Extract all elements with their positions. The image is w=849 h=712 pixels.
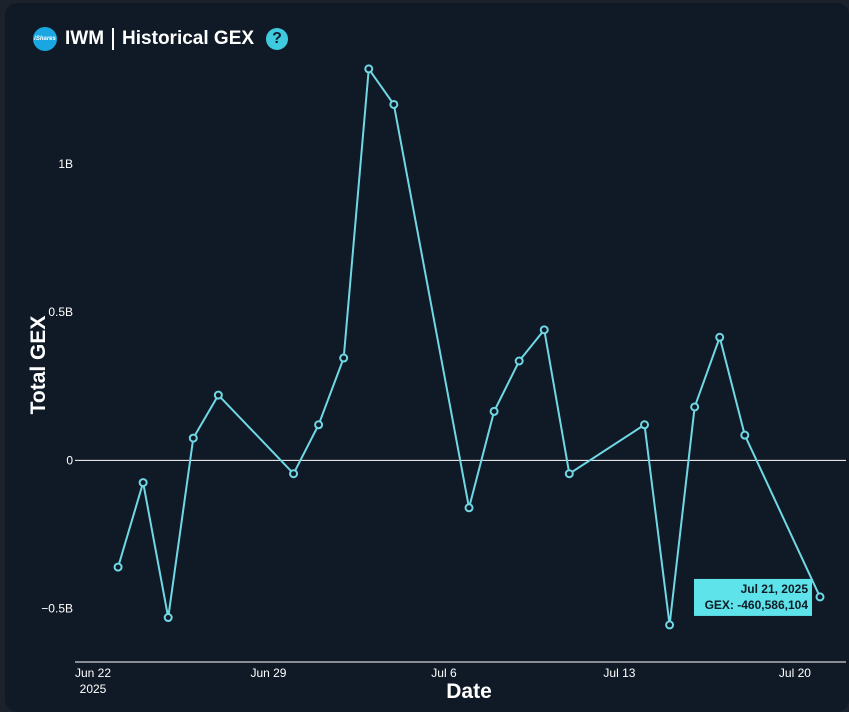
gex-series-line [117, 66, 821, 626]
tooltip-value: GEX: -460,586,104 [705, 598, 809, 612]
data-point[interactable] [213, 390, 223, 400]
title-separator [112, 28, 115, 50]
x-tick-label: Jul 20 [779, 666, 811, 680]
data-point[interactable] [289, 469, 299, 479]
chart-header: iShares IWM Historical GEX ? [33, 24, 289, 54]
help-icon[interactable]: ? [266, 28, 289, 50]
chart-title: Historical GEX [122, 28, 255, 49]
tooltip-date: Jul 21, 2025 [741, 582, 809, 596]
data-point[interactable] [815, 592, 825, 602]
x-tick-label: Jun 22 [75, 666, 111, 680]
data-point[interactable] [113, 562, 123, 572]
gex-markers [113, 64, 825, 630]
hover-tooltip: Jul 21, 2025 GEX: -460,586,104 [694, 578, 812, 616]
data-point[interactable] [364, 64, 374, 74]
data-point[interactable] [163, 613, 173, 623]
x-tick-sublabel: 2025 [80, 682, 107, 696]
ishares-logo: iShares [33, 27, 57, 51]
data-point[interactable] [188, 433, 198, 443]
data-point[interactable] [464, 503, 474, 513]
data-point[interactable] [640, 420, 650, 430]
data-point[interactable] [740, 430, 750, 440]
data-point[interactable] [564, 469, 574, 479]
x-tick-label: Jul 13 [603, 666, 635, 680]
ticker-label: IWM [65, 28, 105, 49]
x-tick-label: Jul 6 [431, 666, 457, 680]
data-point[interactable] [539, 325, 549, 335]
x-axis-label: Date [446, 680, 492, 703]
data-point[interactable] [314, 420, 324, 430]
data-point[interactable] [514, 356, 524, 366]
data-point[interactable] [715, 332, 725, 342]
y-tick-label: 0.5B [48, 305, 73, 319]
data-point[interactable] [690, 402, 700, 412]
y-tick-label: −0.5B [41, 602, 73, 616]
y-tick-label: 0 [66, 453, 73, 467]
data-point[interactable] [339, 353, 349, 363]
tooltip-box [694, 578, 812, 616]
y-axis-label: Total GEX [27, 316, 50, 415]
y-axis-ticks: −0.5B 0 0.5B 1B [41, 157, 73, 616]
data-point[interactable] [389, 99, 399, 109]
x-tick-label: Jun 29 [250, 666, 286, 680]
y-tick-label: 1B [58, 157, 73, 171]
data-point[interactable] [665, 620, 675, 630]
data-point[interactable] [138, 478, 148, 488]
x-axis-ticks: Jun 22 2025 Jun 29 Jul 6 Jul 13 Jul 20 [75, 666, 811, 696]
data-point[interactable] [489, 406, 499, 416]
